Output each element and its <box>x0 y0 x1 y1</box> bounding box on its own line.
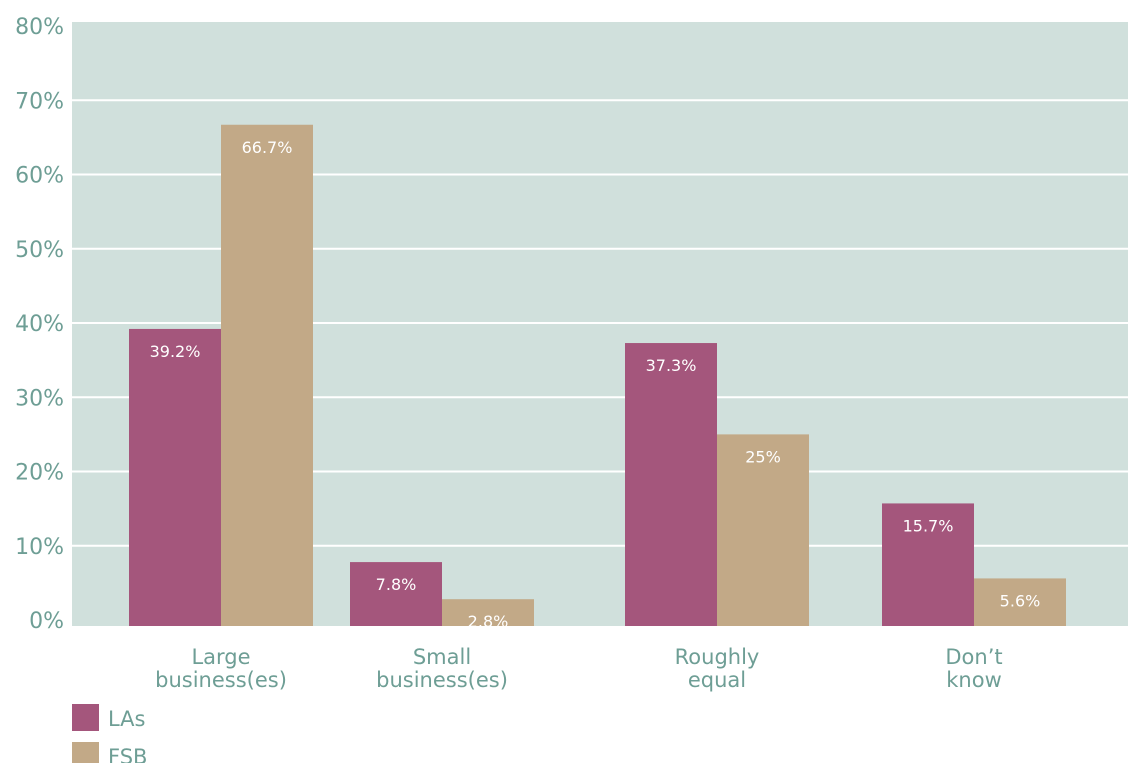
y-tick-label: 30% <box>15 386 64 411</box>
data-label: 25% <box>745 447 781 466</box>
legend-swatch <box>72 742 99 763</box>
data-label: 37.3% <box>646 356 697 375</box>
bar-group: 7.8% 2.8% <box>350 562 534 631</box>
data-label: 7.8% <box>376 575 417 594</box>
x-category-label: Small business(es) <box>376 645 508 692</box>
bar-fsb <box>717 434 809 626</box>
legend: LAs FSB <box>72 704 147 763</box>
bar-group: 15.7% 5.6% <box>882 503 1066 626</box>
y-tick-label: 20% <box>15 461 64 486</box>
y-tick-label: 50% <box>15 238 64 263</box>
bar-group: 37.3% 25% <box>625 343 809 626</box>
bar-fsb <box>442 599 534 626</box>
data-label: 5.6% <box>1000 591 1041 610</box>
legend-item-las: LAs <box>72 704 146 731</box>
legend-item-fsb: FSB <box>72 742 147 763</box>
data-label: 39.2% <box>150 342 201 361</box>
y-tick-label: 10% <box>15 535 64 560</box>
data-label: 2.8% <box>468 612 509 631</box>
y-axis: 0% 10% 20% 30% 40% 50% 60% 70% 80% <box>15 15 64 634</box>
x-category-label: Don’t know <box>945 645 1002 692</box>
legend-swatch <box>72 704 99 731</box>
bar-las <box>882 503 974 626</box>
y-tick-label: 80% <box>15 15 64 40</box>
x-axis: Large business(es) Small business(es) Roughl… <box>155 645 1003 692</box>
bar-las <box>129 328 221 626</box>
bar-las <box>350 562 442 626</box>
bar-fsb <box>974 578 1066 626</box>
y-tick-label: 40% <box>15 312 64 337</box>
bar-group: 39.2% 66.7% <box>129 124 313 626</box>
bars: 39.2% 66.7% 7.8% 2.8% 37.3% 25% 15.7% 5.6% <box>129 124 1066 631</box>
x-category-label: Large business(es) <box>155 645 287 692</box>
y-tick-label: 0% <box>29 609 64 634</box>
y-tick-label: 70% <box>15 89 64 114</box>
bar-fsb <box>221 124 313 626</box>
data-label: 15.7% <box>903 516 954 535</box>
x-category-label: Roughly equal <box>675 645 760 692</box>
legend-label: FSB <box>108 745 147 763</box>
legend-label: LAs <box>108 707 146 731</box>
bar-las <box>625 343 717 626</box>
y-tick-label: 60% <box>15 164 64 189</box>
data-label: 66.7% <box>242 138 293 157</box>
